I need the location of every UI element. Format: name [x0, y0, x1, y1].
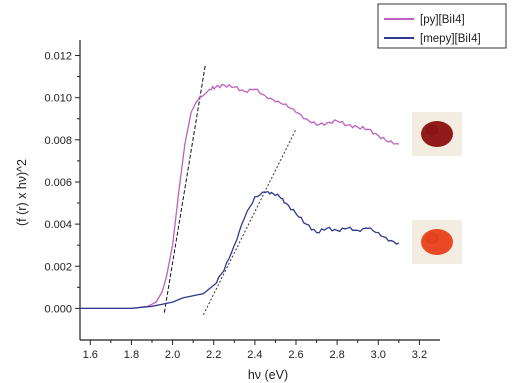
- y-tick-label: 0.000: [44, 303, 72, 315]
- x-tick-label: 3.0: [371, 349, 386, 361]
- x-tick-label: 1.8: [124, 349, 139, 361]
- x-tick-label: 2.4: [247, 349, 262, 361]
- x-tick-label: 2.0: [165, 349, 180, 361]
- y-tick-label: 0.004: [44, 219, 72, 231]
- legend-label: [py][BiI4]: [420, 14, 465, 26]
- orange-red-powder-photo-grain: [425, 232, 439, 244]
- y-tick-label: 0.010: [44, 93, 72, 105]
- y-tick-label: 0.006: [44, 177, 72, 189]
- x-tick-label: 2.2: [206, 349, 221, 361]
- orange-red-powder-photo: [421, 229, 453, 255]
- x-axis-title: hν (eV): [248, 368, 288, 382]
- legend-label: [mepy][BiI4]: [420, 33, 481, 45]
- x-tick-label: 1.6: [83, 349, 98, 361]
- y-axis-title: (f (r) x hν)^2: [15, 159, 29, 226]
- tangent-line-1: [163, 63, 206, 313]
- y-tick-label: 0.008: [44, 135, 72, 147]
- series-line-1: [80, 83, 399, 310]
- y-tick-label: 0.012: [44, 51, 72, 63]
- dark-red-powder-photo-grain: [425, 124, 439, 136]
- series-line-2: [80, 191, 400, 310]
- x-tick-label: 2.6: [288, 349, 303, 361]
- x-tick-label: 3.2: [412, 349, 427, 361]
- dark-red-powder-photo: [421, 121, 453, 147]
- legend-box: [377, 3, 507, 49]
- tangent-line-2: [202, 129, 297, 315]
- x-tick-label: 2.8: [329, 349, 344, 361]
- y-tick-label: 0.002: [44, 261, 72, 273]
